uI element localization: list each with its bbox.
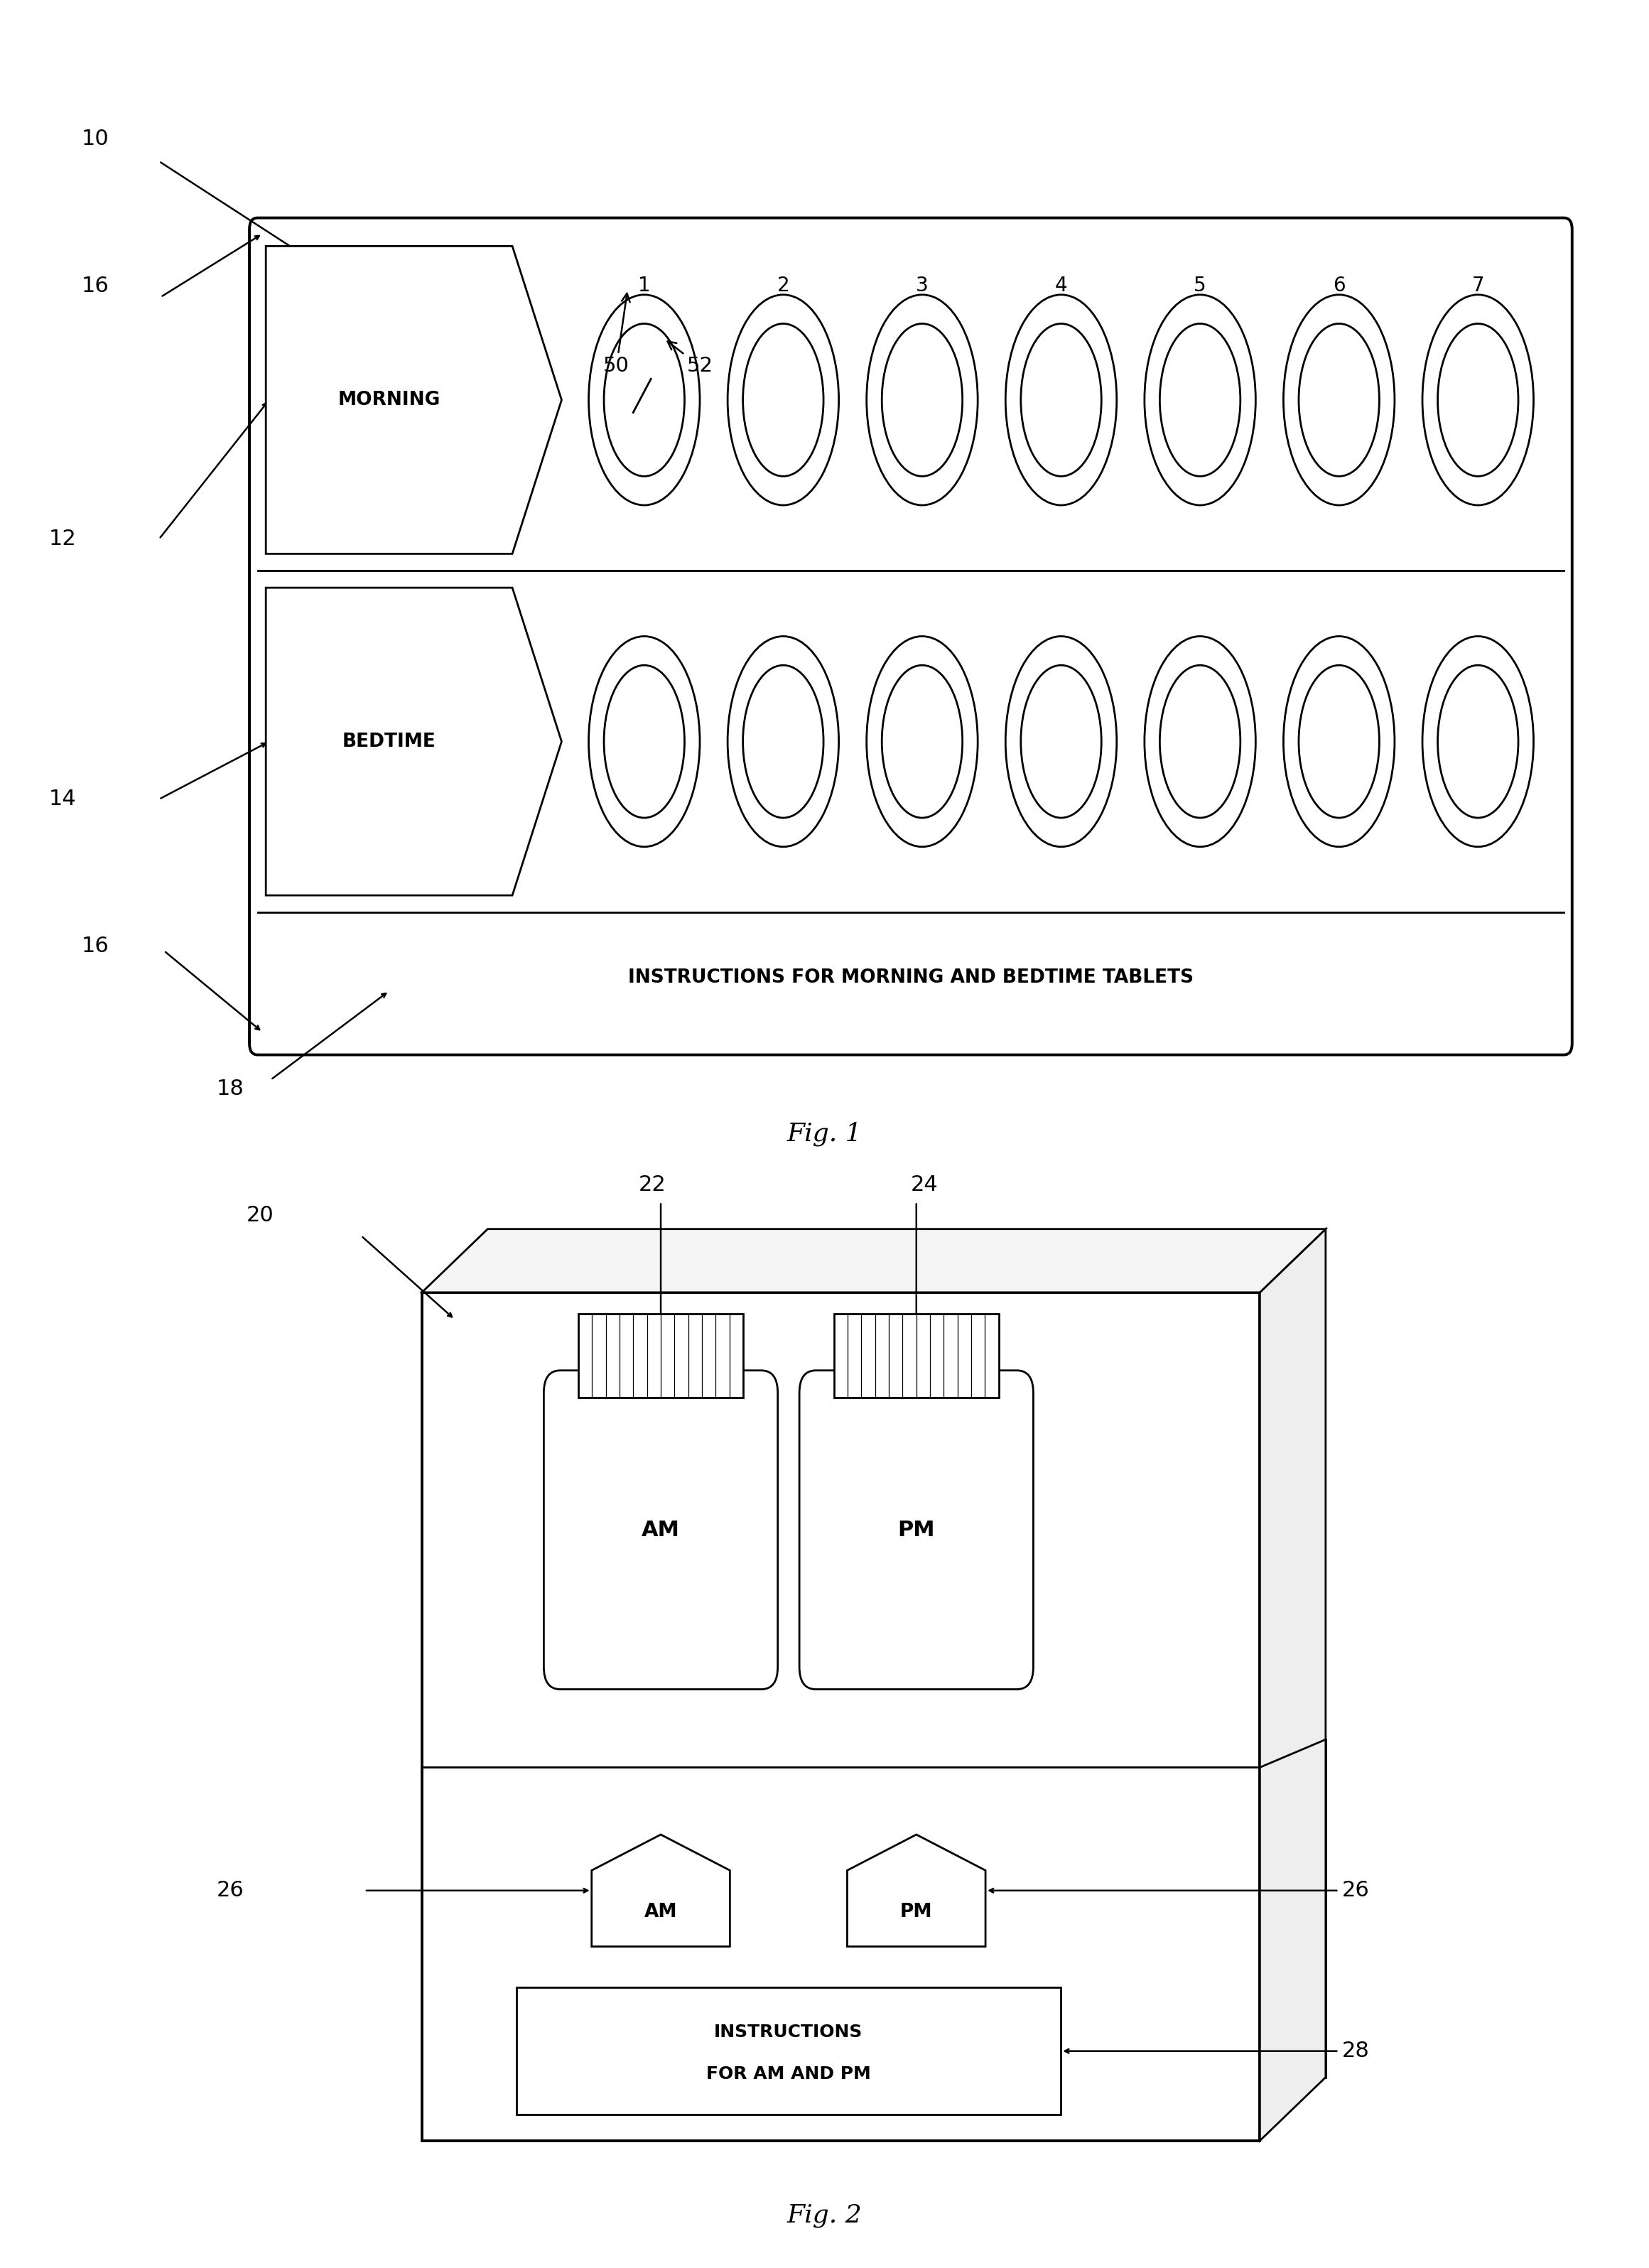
Ellipse shape xyxy=(1159,324,1240,476)
Ellipse shape xyxy=(727,295,839,506)
Text: AM: AM xyxy=(641,1520,679,1540)
Ellipse shape xyxy=(1021,665,1102,819)
Text: 3: 3 xyxy=(915,277,928,295)
Text: 20: 20 xyxy=(246,1204,274,1225)
Ellipse shape xyxy=(589,637,699,846)
Text: Fig. 2: Fig. 2 xyxy=(787,2202,862,2227)
Ellipse shape xyxy=(727,637,839,846)
Text: BEDTIME: BEDTIME xyxy=(343,733,435,751)
Text: 4: 4 xyxy=(1055,277,1067,295)
Ellipse shape xyxy=(1423,295,1534,506)
Ellipse shape xyxy=(604,665,684,819)
Ellipse shape xyxy=(744,324,823,476)
Text: 16: 16 xyxy=(82,937,109,957)
Polygon shape xyxy=(848,1835,986,1946)
Ellipse shape xyxy=(744,665,823,819)
Text: 26: 26 xyxy=(1342,1880,1370,1901)
Text: PM: PM xyxy=(900,1903,933,1921)
Ellipse shape xyxy=(882,665,963,819)
Polygon shape xyxy=(422,1229,1326,1293)
Text: 1: 1 xyxy=(638,277,650,295)
Text: 26: 26 xyxy=(216,1880,244,1901)
Polygon shape xyxy=(592,1835,731,1946)
Polygon shape xyxy=(1260,1229,1326,2141)
Ellipse shape xyxy=(867,295,978,506)
Ellipse shape xyxy=(1006,295,1116,506)
Ellipse shape xyxy=(1283,295,1395,506)
Ellipse shape xyxy=(604,324,684,476)
Text: 18: 18 xyxy=(216,1080,244,1100)
Text: Fig. 1: Fig. 1 xyxy=(787,1123,862,1145)
Ellipse shape xyxy=(589,295,699,506)
Bar xyxy=(579,1313,744,1397)
Text: INSTRUCTIONS FOR MORNING AND BEDTIME TABLETS: INSTRUCTIONS FOR MORNING AND BEDTIME TAB… xyxy=(628,968,1194,987)
Text: 5: 5 xyxy=(1194,277,1207,295)
Text: AM: AM xyxy=(645,1903,678,1921)
Bar xyxy=(422,1293,1260,2141)
Text: INSTRUCTIONS: INSTRUCTIONS xyxy=(714,2023,862,2041)
Text: 22: 22 xyxy=(638,1175,666,1195)
Ellipse shape xyxy=(1006,637,1116,846)
Ellipse shape xyxy=(1159,665,1240,819)
Bar xyxy=(257,912,1563,1043)
Ellipse shape xyxy=(1423,637,1534,846)
FancyBboxPatch shape xyxy=(800,1370,1034,1690)
Bar xyxy=(834,1313,999,1397)
Polygon shape xyxy=(265,247,562,553)
Bar xyxy=(516,1987,1060,2114)
Text: 24: 24 xyxy=(910,1175,938,1195)
Text: 12: 12 xyxy=(49,528,76,549)
Text: MORNING: MORNING xyxy=(338,390,440,408)
Ellipse shape xyxy=(1021,324,1102,476)
Ellipse shape xyxy=(1299,324,1379,476)
Text: 14: 14 xyxy=(49,789,76,810)
Ellipse shape xyxy=(1299,665,1379,819)
Text: 16: 16 xyxy=(82,274,109,297)
Text: FOR AM AND PM: FOR AM AND PM xyxy=(706,2066,871,2082)
Ellipse shape xyxy=(1144,637,1255,846)
Ellipse shape xyxy=(1438,665,1519,819)
Polygon shape xyxy=(265,587,562,896)
Text: 28: 28 xyxy=(1342,2041,1370,2062)
Text: 6: 6 xyxy=(1332,277,1346,295)
Ellipse shape xyxy=(882,324,963,476)
Ellipse shape xyxy=(1438,324,1519,476)
Text: 50: 50 xyxy=(604,293,630,376)
Ellipse shape xyxy=(867,637,978,846)
Ellipse shape xyxy=(1144,295,1255,506)
FancyBboxPatch shape xyxy=(544,1370,778,1690)
Text: 52: 52 xyxy=(668,342,712,376)
Text: 7: 7 xyxy=(1471,277,1484,295)
Ellipse shape xyxy=(1283,637,1395,846)
FancyBboxPatch shape xyxy=(249,218,1571,1055)
Text: 2: 2 xyxy=(777,277,790,295)
Text: 10: 10 xyxy=(82,129,109,150)
Text: PM: PM xyxy=(897,1520,935,1540)
